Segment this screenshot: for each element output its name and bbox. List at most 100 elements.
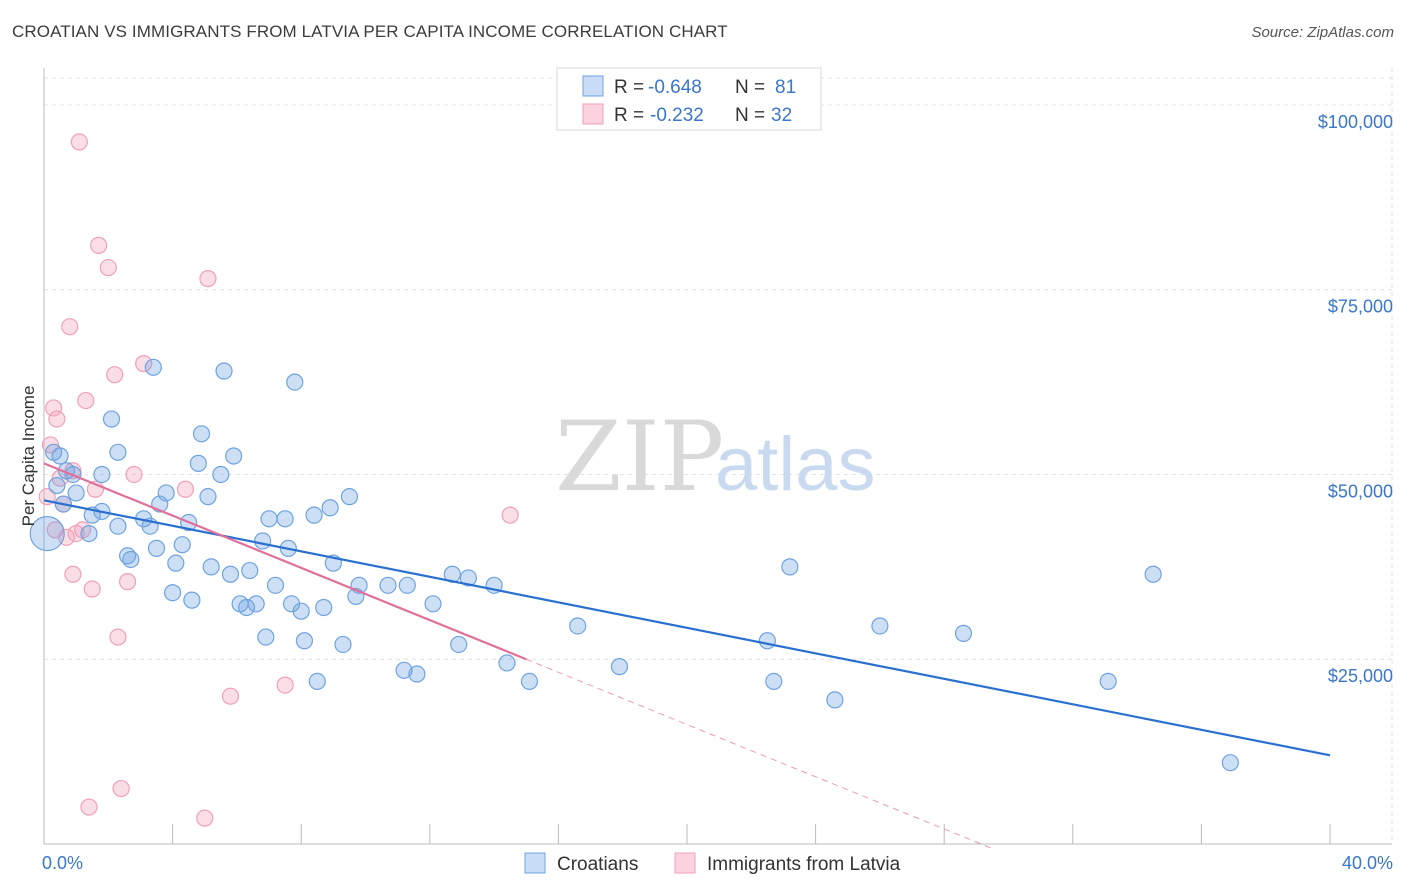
y-tick-label-2: $75,000 — [1328, 297, 1393, 317]
point-croatians-27 — [183, 591, 201, 609]
legend-stats: R = -0.648 N = 81 R = -0.232 N = 32 — [556, 67, 822, 131]
y-axis-label: Per Capita Income — [19, 386, 38, 527]
point-croatians-24 — [167, 554, 185, 572]
point-latvia-3 — [48, 410, 66, 428]
point-croatians-20 — [147, 539, 166, 557]
point-croatians-68 — [498, 654, 516, 672]
chart-source: Source: ZipAtlas.com — [1251, 24, 1394, 41]
legend-series: Croatians Immigrants from Latvia — [524, 852, 901, 875]
point-croatians-32 — [212, 465, 230, 484]
point-croatians-33 — [215, 362, 233, 380]
point-croatians-44 — [276, 510, 294, 528]
point-latvia-13 — [80, 798, 98, 816]
point-croatians-52 — [315, 598, 333, 617]
point-croatians-53 — [321, 499, 339, 517]
legend-label-croatians: Croatians — [557, 854, 638, 875]
trend-line-latvia-extension — [526, 658, 993, 850]
watermark-zip: ZIP — [555, 401, 724, 513]
point-croatians-65 — [450, 635, 468, 654]
legend-n-label-2: N = — [735, 105, 765, 126]
point-croatians-43 — [266, 576, 285, 594]
point-latvia-26 — [221, 687, 240, 705]
watermark-atlas: atlas — [715, 422, 876, 507]
point-croatians-56 — [340, 488, 359, 506]
point-croatians-41 — [257, 628, 275, 646]
legend-r-label-2: R = — [614, 105, 644, 126]
point-croatians-66 — [459, 569, 477, 587]
point-croatians-49 — [295, 632, 314, 650]
point-latvia-12 — [77, 391, 95, 410]
point-latvia-27 — [276, 676, 294, 694]
point-croatians-5 — [48, 476, 66, 495]
point-croatians-25 — [173, 536, 191, 554]
point-latvia-10 — [70, 133, 88, 151]
x-tick-label-0: 0.0% — [42, 853, 83, 873]
point-croatians-69 — [520, 672, 539, 691]
point-croatians-35 — [225, 447, 243, 465]
point-croatians-23 — [164, 584, 182, 602]
point-croatians-72 — [758, 632, 776, 650]
legend-swatch-latvia-bottom — [674, 852, 696, 874]
point-croatians-50 — [305, 506, 323, 524]
trend-line-latvia — [43, 462, 527, 661]
y-tick-label-0: $25,000 — [1328, 666, 1393, 686]
point-latvia-17 — [99, 258, 117, 277]
point-croatians-59 — [379, 576, 397, 594]
point-croatians-40 — [254, 532, 272, 550]
point-croatians-2 — [51, 447, 69, 465]
point-latvia-0 — [38, 488, 56, 506]
grid-lines — [44, 68, 1393, 844]
point-croatians-30 — [199, 488, 217, 506]
point-croatians-47 — [286, 373, 304, 391]
point-croatians-42 — [260, 510, 278, 528]
point-croatians-0 — [29, 515, 65, 552]
point-croatians-48 — [292, 602, 310, 620]
point-croatians-60 — [395, 661, 413, 679]
legend-label-latvia: Immigrants from Latvia — [707, 854, 901, 875]
point-croatians-80 — [1221, 754, 1239, 772]
legend-n-value-2: 32 — [771, 105, 792, 126]
point-croatians-73 — [765, 672, 783, 691]
point-croatians-16 — [122, 550, 140, 569]
point-croatians-13 — [102, 410, 121, 428]
point-croatians-10 — [80, 524, 98, 543]
point-croatians-55 — [334, 635, 352, 654]
point-latvia-8 — [64, 565, 82, 583]
legend-r-value-1: -0.648 — [648, 77, 702, 98]
point-croatians-37 — [237, 598, 256, 617]
point-latvia-18 — [106, 366, 124, 384]
point-croatians-31 — [202, 558, 220, 576]
y-tick-label-3: $100,000 — [1318, 112, 1393, 132]
point-croatians-61 — [398, 576, 416, 594]
point-croatians-12 — [93, 465, 111, 484]
point-croatians-22 — [157, 484, 175, 502]
point-latvia-29 — [125, 465, 143, 484]
point-latvia-25 — [199, 270, 217, 288]
point-croatians-77 — [954, 624, 973, 642]
point-latvia-14 — [83, 580, 101, 598]
point-latvia-7 — [61, 318, 79, 336]
point-latvia-24 — [196, 809, 214, 827]
legend-swatch-latvia — [582, 103, 604, 125]
tick-labels: $25,000 $50,000 $75,000 $100,000 0.0% 40.0% — [42, 112, 1393, 873]
point-latvia-20 — [112, 779, 130, 798]
point-croatians-78 — [1099, 672, 1117, 691]
point-croatians-7 — [67, 484, 85, 502]
trend-line-croatians — [43, 499, 1331, 757]
legend-swatch-croatians-bottom — [524, 852, 546, 874]
legend-r-label-1: R = — [614, 77, 644, 98]
legend-n-value-1: 81 — [775, 77, 796, 98]
point-croatians-38 — [241, 561, 259, 580]
point-latvia-28 — [501, 506, 519, 524]
axes — [43, 68, 1392, 845]
point-latvia-21 — [118, 573, 137, 591]
point-croatians-71 — [610, 658, 629, 676]
point-croatians-11 — [109, 517, 127, 535]
point-croatians-28 — [189, 454, 207, 472]
y-tick-label-1: $50,000 — [1328, 481, 1393, 501]
chart-title: CROATIAN VS IMMIGRANTS FROM LATVIA PER C… — [12, 22, 728, 41]
point-latvia-22 — [135, 355, 153, 373]
point-croatians-70 — [569, 617, 587, 635]
point-croatians-74 — [781, 558, 799, 576]
point-croatians-75 — [826, 691, 844, 709]
